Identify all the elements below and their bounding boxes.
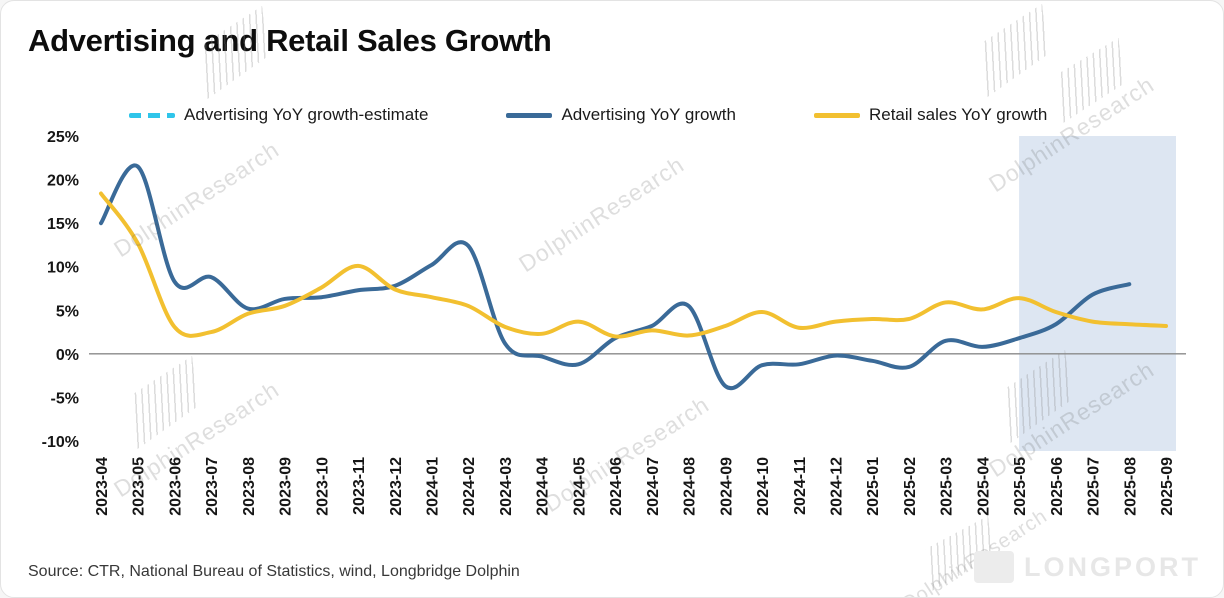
series-line-advertising-yoy-growth: [99, 163, 1132, 391]
y-tick-label: 25%: [47, 129, 79, 146]
x-tick-label: 2025-08: [1122, 457, 1139, 516]
longport-logo-icon: [974, 551, 1014, 583]
x-tick-label: 2025-05: [1012, 457, 1029, 516]
solid-line-sample-icon: [506, 112, 553, 118]
y-tick-label: 10%: [47, 260, 79, 277]
solid-line-sample-icon: [813, 112, 860, 118]
x-tick-label: 2025-09: [1159, 457, 1176, 516]
x-tick-label: 2024-03: [498, 457, 515, 516]
legend: Advertising YoY growth-estimate Advertis…: [129, 105, 1047, 125]
x-tick-label: 2023-11: [351, 457, 368, 515]
legend-label: Retail sales YoY growth: [868, 105, 1048, 124]
x-tick-label: 2025-02: [902, 457, 919, 516]
chart-canvas: 25% 20% 15% 10% 5% 0% -5% -10% 2023-04 2023-05 202…: [42, 129, 1186, 516]
x-tick-label: 2024-04: [535, 457, 552, 516]
x-tick-label: 2024-09: [718, 457, 735, 516]
y-tick-label: 15%: [47, 216, 79, 233]
legend-label: Advertising YoY growth: [561, 105, 736, 124]
x-tick-label: 2024-07: [645, 457, 662, 516]
dashed-line-sample-icon: [129, 112, 175, 118]
y-tick-label: -10%: [42, 434, 79, 451]
x-tick-label: 2024-10: [755, 457, 772, 516]
x-tick-label: 2023-10: [314, 457, 331, 516]
y-tick-label: -5%: [51, 390, 79, 407]
page-title: Advertising and Retail Sales Growth: [28, 23, 552, 58]
legend-label: Advertising YoY growth-estimate: [184, 105, 429, 124]
x-tick-label: 2025-01: [865, 457, 882, 516]
legend-item-retail: Retail sales YoY growth: [813, 105, 1048, 125]
x-tick-label: 2025-04: [975, 457, 992, 516]
x-tick-label: 2025-06: [1049, 457, 1066, 516]
x-tick-label: 2023-04: [94, 457, 111, 516]
y-tick-label: 5%: [56, 303, 79, 320]
x-tick-label: 2024-06: [608, 457, 625, 516]
y-tick-label: 20%: [47, 173, 79, 190]
x-tick-label: 2023-07: [204, 457, 221, 516]
series-line-retail-sales-yoy-growth: [99, 191, 1168, 339]
x-tick-label: 2024-02: [461, 457, 478, 516]
longport-logo: LONGPORT: [974, 551, 1201, 583]
watermark-barcode-icon: [1053, 38, 1127, 124]
source-note: Source: CTR, National Bureau of Statisti…: [28, 563, 520, 580]
x-tick-label: 2025-03: [939, 457, 956, 516]
longport-logo-text: LONGPORT: [1024, 551, 1201, 582]
x-tick-label: 2023-08: [241, 457, 258, 516]
x-tick-label: 2024-11: [792, 457, 809, 515]
legend-item-advertising-estimate: Advertising YoY growth-estimate: [129, 105, 428, 125]
x-tick-label: 2023-06: [167, 457, 184, 516]
watermark-barcode-icon: [977, 4, 1052, 98]
x-tick-label: 2023-12: [388, 457, 405, 516]
x-tick-label: 2024-08: [682, 457, 699, 516]
x-tick-label: 2024-12: [828, 457, 845, 516]
x-tick-label: 2023-09: [278, 457, 295, 516]
legend-item-advertising: Advertising YoY growth: [506, 105, 736, 125]
x-tick-label: 2024-05: [571, 457, 588, 516]
x-tick-label: 2023-05: [131, 457, 148, 516]
y-tick-label: 0%: [56, 347, 79, 364]
x-tick-label: 2024-01: [425, 457, 442, 516]
x-tick-label: 2025-07: [1086, 457, 1103, 516]
